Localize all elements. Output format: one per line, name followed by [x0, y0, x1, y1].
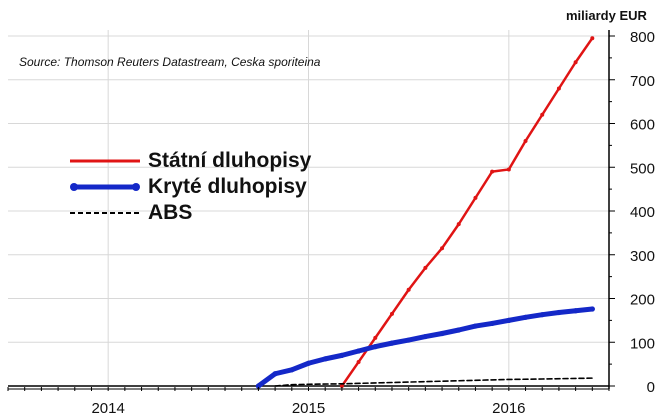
series-0-point-14 [573, 60, 578, 65]
series-0-point-10 [506, 167, 511, 172]
series-1-point-8 [389, 340, 395, 346]
ytick-label: 700 [630, 73, 655, 90]
series-1-point-2 [289, 367, 295, 373]
series-1-point-1 [272, 371, 278, 377]
series-0-point-6 [440, 246, 445, 251]
xtick-label: 2015 [292, 400, 325, 417]
series-1-point-19 [573, 308, 579, 314]
series-1-point-16 [522, 314, 529, 320]
series-1-point-5 [339, 352, 345, 358]
xtick-label: 2016 [492, 400, 525, 417]
series-1-point-11 [439, 330, 445, 337]
series-0-point-1 [356, 359, 361, 364]
series-0-point-12 [540, 112, 545, 117]
series-0-point-4 [406, 287, 411, 292]
series-1-point-12 [456, 327, 462, 333]
series-1-point-6 [355, 348, 362, 354]
series-0-point-13 [556, 86, 561, 91]
source-note: Source: Thomson Reuters Datastream, Cesk… [19, 55, 321, 69]
legend-swatch-red [70, 159, 140, 163]
ytick-label: 200 [630, 292, 655, 309]
series-0-point-8 [473, 195, 478, 200]
series-0-point-9 [490, 169, 495, 174]
series-0-point-3 [389, 311, 394, 316]
series-0-point-15 [590, 36, 595, 41]
series-layer [255, 36, 595, 389]
legend-swatch-blue [70, 183, 140, 191]
series-1-point-7 [372, 344, 378, 350]
grid [8, 30, 609, 387]
series-1-point-14 [489, 320, 495, 327]
series-1-point-20 [589, 306, 595, 312]
series-1-point-3 [305, 360, 312, 366]
series-0-point-5 [423, 265, 428, 270]
series-1-point-10 [422, 333, 428, 340]
series-1-point-9 [406, 337, 412, 343]
legend-label-2: ABS [148, 201, 193, 224]
series-1-point-4 [322, 356, 328, 362]
ytick-label: 500 [630, 160, 655, 177]
series-0-point-11 [523, 139, 528, 143]
ytick-label: 100 [630, 335, 655, 352]
series-1-point-17 [539, 312, 545, 318]
ytick-label: 300 [630, 248, 655, 265]
ticks: 0 100 200 300 400 500 600 700 800 2014 2015 2016 [7, 29, 655, 417]
series-1-point-13 [472, 323, 479, 329]
series-line-2 [274, 377, 594, 387]
series-1-point-15 [506, 317, 512, 323]
ytick-label: 400 [630, 204, 655, 221]
xtick-label: 2014 [91, 400, 124, 417]
ytick-label: 800 [630, 29, 655, 46]
ytick-label: 0 [647, 379, 655, 396]
series-1-point-18 [556, 309, 562, 316]
legend-label-1: Kryté dluhopisy [148, 175, 307, 198]
legend-swatch-black-dashed [70, 212, 140, 214]
series-0-point-7 [456, 222, 461, 227]
series-1-point-0 [255, 383, 262, 389]
unit-label: miliardy EUR [566, 8, 647, 23]
series-0-point-2 [373, 335, 378, 340]
series-line-0 [340, 36, 594, 388]
series-0-point-0 [339, 384, 344, 388]
ytick-label: 600 [630, 117, 655, 134]
legend-label-0: Státní dluhopisy [148, 149, 312, 172]
